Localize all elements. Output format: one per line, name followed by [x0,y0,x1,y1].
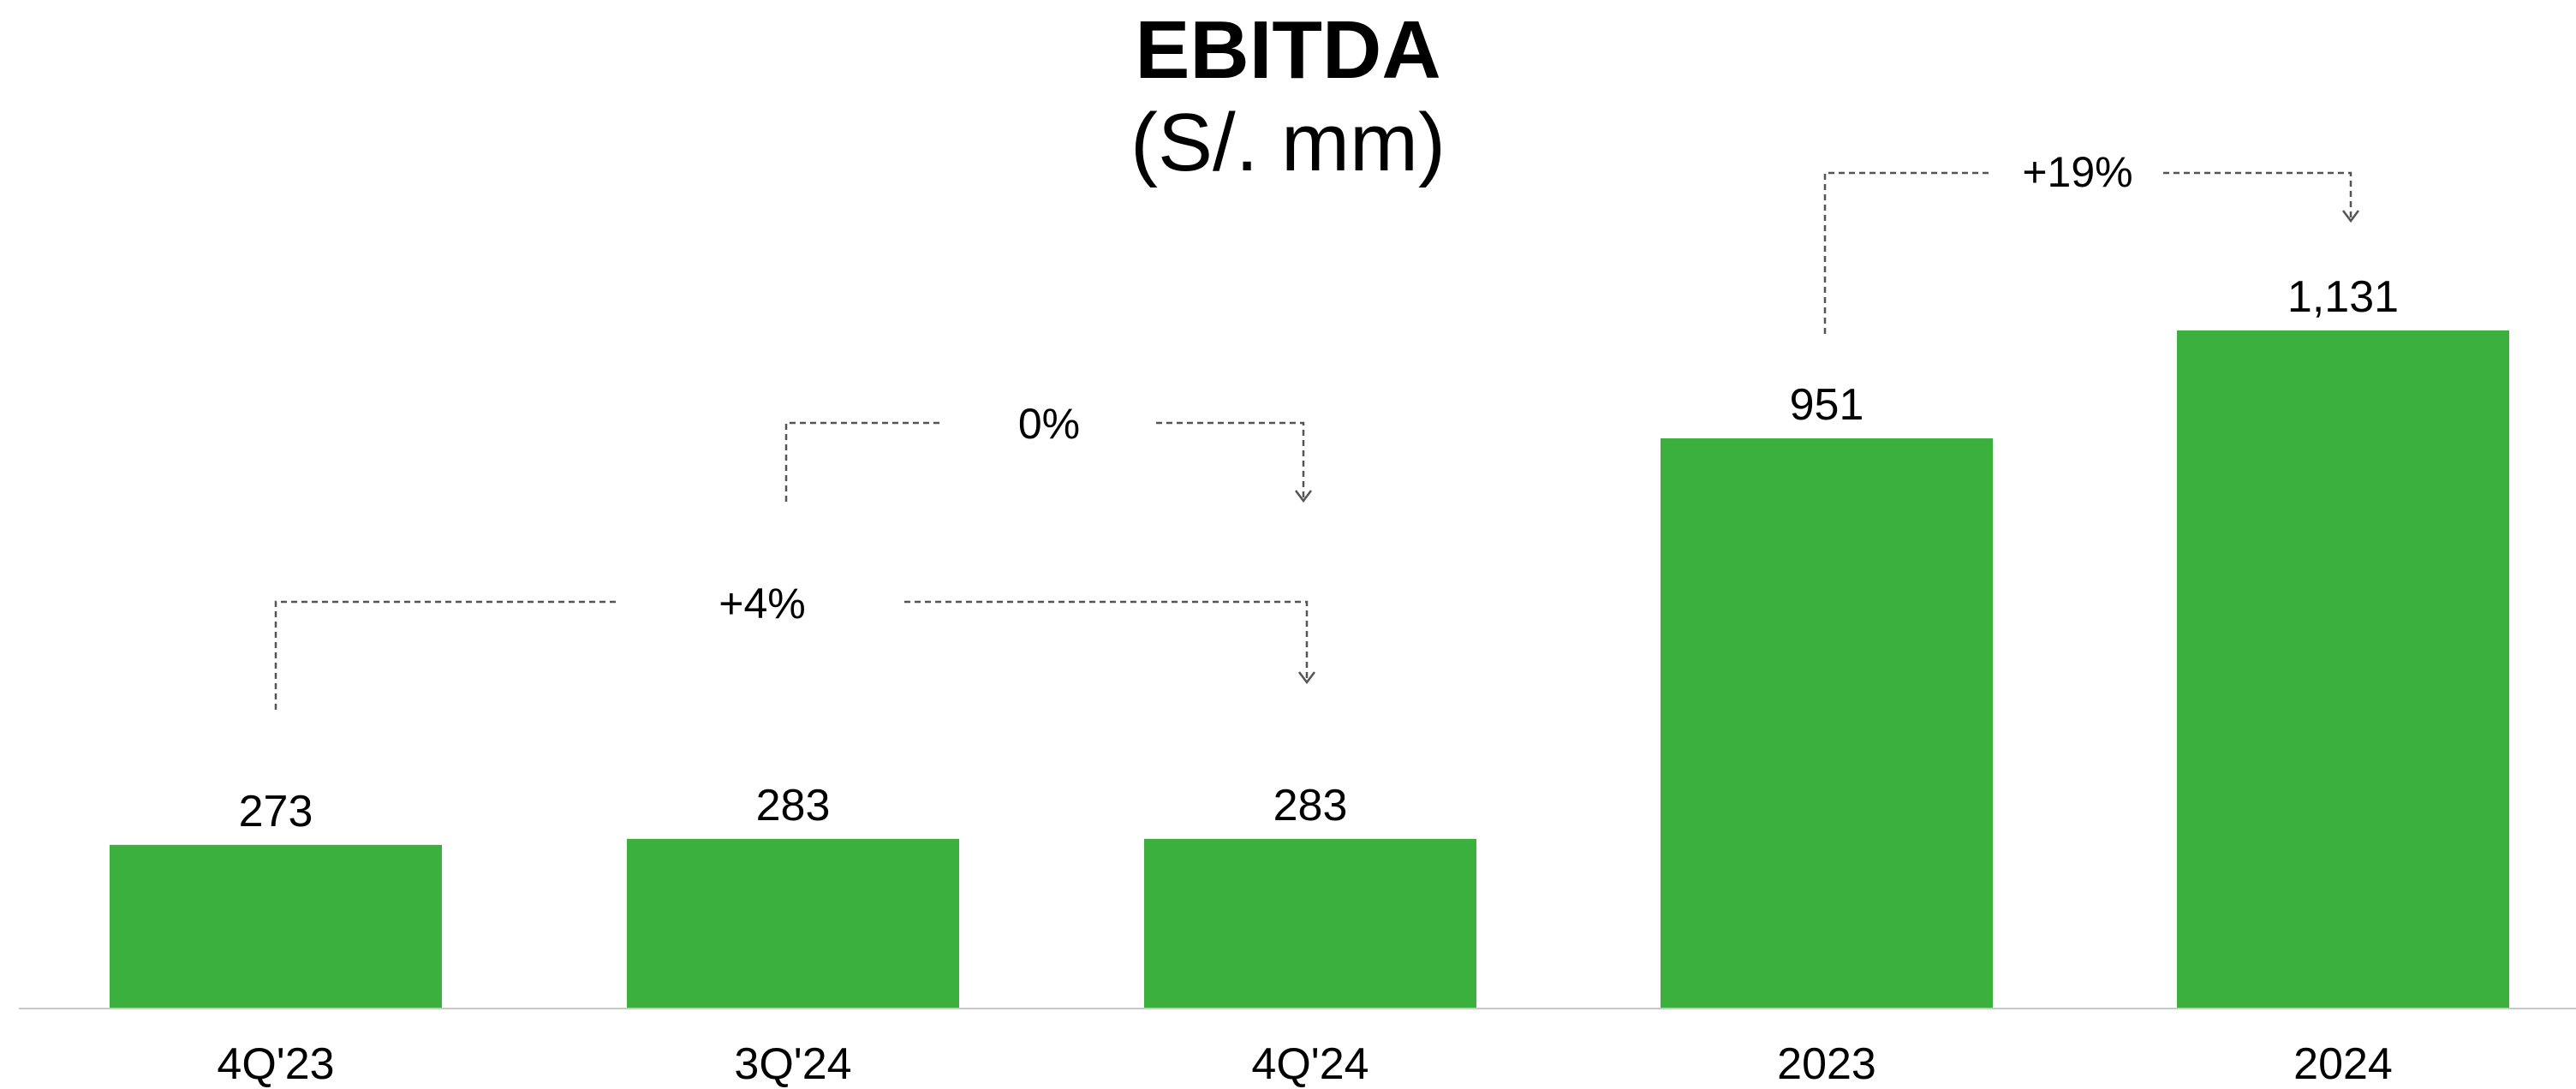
bars-group [110,330,2509,1009]
bar-2 [1144,838,1476,1009]
x-tick-label-2: 4Q'24 [1251,1039,1368,1089]
growth-connectors-group: 0% +4% +19% [274,148,2359,710]
growth-label-1: +4% [719,580,805,628]
x-tick-label-0: 4Q'23 [217,1039,334,1089]
connector-right-2 [2163,171,2352,221]
connector-arrow-2 [2342,210,2359,223]
connector-right-0 [1156,421,1305,501]
bar-1 [627,838,959,1009]
x-tick-labels-group: 4Q'23 3Q'24 4Q'24 2023 2024 [217,1039,2392,1089]
connector-left-0 [784,421,942,502]
connector-right-1 [904,600,1309,682]
bar-4 [2177,330,2509,1009]
chart-subtitle: (S/. mm) [1130,97,1446,188]
connector-left-1 [274,600,620,710]
connector-arrow-0 [1295,490,1312,503]
growth-label-2: +19% [2022,148,2132,196]
connector-arrow-1 [1298,671,1315,685]
value-label-4: 1,131 [2287,272,2399,322]
value-labels-group: 273 283 283 951 1,131 [239,272,2399,836]
value-label-1: 283 [756,781,831,830]
x-tick-label-3: 2023 [1777,1039,1876,1089]
bar-3 [1661,438,1993,1009]
chart-title: EBITDA [1135,4,1441,96]
value-label-2: 283 [1273,781,1348,830]
x-tick-label-1: 3Q'24 [734,1039,851,1089]
bar-0 [110,844,442,1009]
connector-left-2 [1823,171,1992,334]
x-tick-label-4: 2024 [2293,1039,2393,1089]
value-label-0: 273 [239,787,313,836]
value-label-3: 951 [1790,380,1864,430]
growth-label-0: 0% [1018,400,1080,448]
